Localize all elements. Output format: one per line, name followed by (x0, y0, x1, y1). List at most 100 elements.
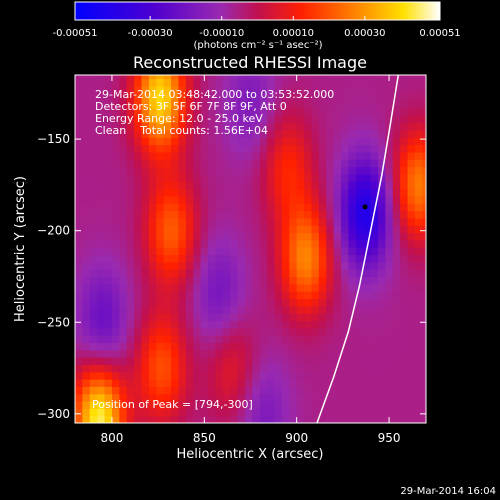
heatmap-cell (171, 408, 180, 417)
heatmap-cell (111, 166, 120, 175)
heatmap-cell (407, 100, 416, 109)
heatmap-cell (252, 276, 261, 285)
heatmap-cell (134, 379, 143, 387)
heatmap-cell (200, 386, 209, 395)
heatmap-cell (355, 408, 364, 417)
heatmap-cell (363, 129, 372, 138)
heatmap-cell (289, 151, 298, 160)
heatmap-cell (208, 364, 216, 373)
heatmap-cell (111, 357, 120, 365)
heatmap-cell (89, 298, 98, 307)
heatmap-cell (97, 85, 106, 94)
heatmap-cell (259, 254, 268, 263)
heatmap-cell (104, 342, 113, 351)
heatmap-cell (193, 313, 202, 322)
heatmap-cell (333, 232, 342, 241)
heatmap-cell (392, 386, 401, 395)
heatmap-cell (111, 225, 120, 234)
heatmap-cell (200, 371, 209, 380)
heatmap-cell (304, 75, 313, 80)
heatmap-cell (281, 393, 290, 402)
heatmap-cell (296, 327, 305, 336)
heatmap-cell (304, 401, 313, 409)
heatmap-cell (171, 75, 180, 80)
heatmap-cell (185, 269, 194, 278)
heatmap-cell (193, 159, 202, 168)
heatmap-cell (318, 166, 327, 175)
heatmap-cell (163, 305, 172, 314)
heatmap-cell (126, 100, 135, 109)
heatmap-cell (75, 129, 83, 138)
heatmap-cell (252, 313, 261, 322)
heatmap-cell (407, 269, 416, 278)
heatmap-cell (237, 232, 246, 241)
heatmap-cell (392, 393, 401, 402)
heatmap-cell (348, 261, 357, 270)
heatmap-cell (296, 107, 305, 116)
heatmap-cell (370, 115, 379, 124)
heatmap-cell (333, 217, 342, 226)
heatmap-cell (311, 159, 320, 168)
heatmap-cell (215, 305, 224, 314)
heatmap-cell (341, 357, 350, 365)
heatmap-cell (237, 239, 246, 248)
heatmap-cell (326, 305, 335, 314)
heatmap-cell (156, 269, 165, 278)
heatmap-cell (237, 137, 246, 146)
heatmap-cell (422, 195, 426, 204)
heatmap-cell (171, 335, 180, 344)
heatmap-cell (75, 75, 83, 80)
heatmap-cell (296, 181, 305, 190)
heatmap-cell (178, 298, 187, 307)
heatmap-cell (422, 276, 426, 285)
heatmap-cell (385, 298, 394, 307)
heatmap-cell (281, 371, 290, 380)
heatmap-cell (363, 173, 372, 182)
heatmap-cell (318, 305, 327, 314)
heatmap-cell (148, 75, 157, 80)
heatmap-cell (104, 408, 113, 417)
heatmap-cell (222, 225, 231, 234)
heatmap-cell (244, 393, 253, 402)
heatmap-cell (141, 313, 150, 322)
heatmap-cell (348, 195, 357, 204)
heatmap-cell (193, 210, 202, 219)
heatmap-cell (163, 342, 172, 351)
heatmap-cell (281, 415, 290, 423)
heatmap-cell (244, 401, 253, 409)
heatmap-cell (200, 342, 209, 351)
y-tick-label: −150 (37, 132, 70, 146)
heatmap-cell (111, 393, 120, 402)
heatmap-cell (222, 393, 231, 402)
heatmap-cell (75, 320, 83, 329)
heatmap-cell (119, 210, 128, 219)
heatmap-cell (244, 166, 253, 175)
heatmap-cell (407, 379, 416, 387)
heatmap-cell (281, 151, 290, 160)
heatmap-cell (163, 247, 172, 256)
heatmap-cell (244, 247, 253, 256)
heatmap-cell (244, 371, 253, 380)
heatmap-cell (134, 305, 143, 314)
y-tick-label: −300 (37, 407, 70, 421)
heatmap-cell (333, 371, 342, 380)
heatmap-cell (311, 210, 320, 219)
heatmap-cell (318, 313, 327, 322)
heatmap-cell (111, 386, 120, 395)
heatmap-cell (244, 122, 253, 131)
heatmap-cell (193, 371, 202, 380)
heatmap-cell (178, 320, 187, 329)
heatmap-cell (370, 371, 379, 380)
heatmap-cell (407, 276, 416, 285)
heatmap-cell (104, 217, 113, 226)
heatmap-cell (377, 159, 386, 168)
heatmap-cell (82, 151, 91, 160)
heatmap-cell (82, 232, 91, 241)
heatmap-cell (355, 115, 364, 124)
heatmap-cell (119, 261, 128, 270)
heatmap-cell (119, 247, 128, 256)
heatmap-cell (178, 210, 187, 219)
heatmap-cell (355, 129, 364, 138)
heatmap-cell (363, 393, 372, 402)
heatmap-cell (377, 364, 386, 373)
